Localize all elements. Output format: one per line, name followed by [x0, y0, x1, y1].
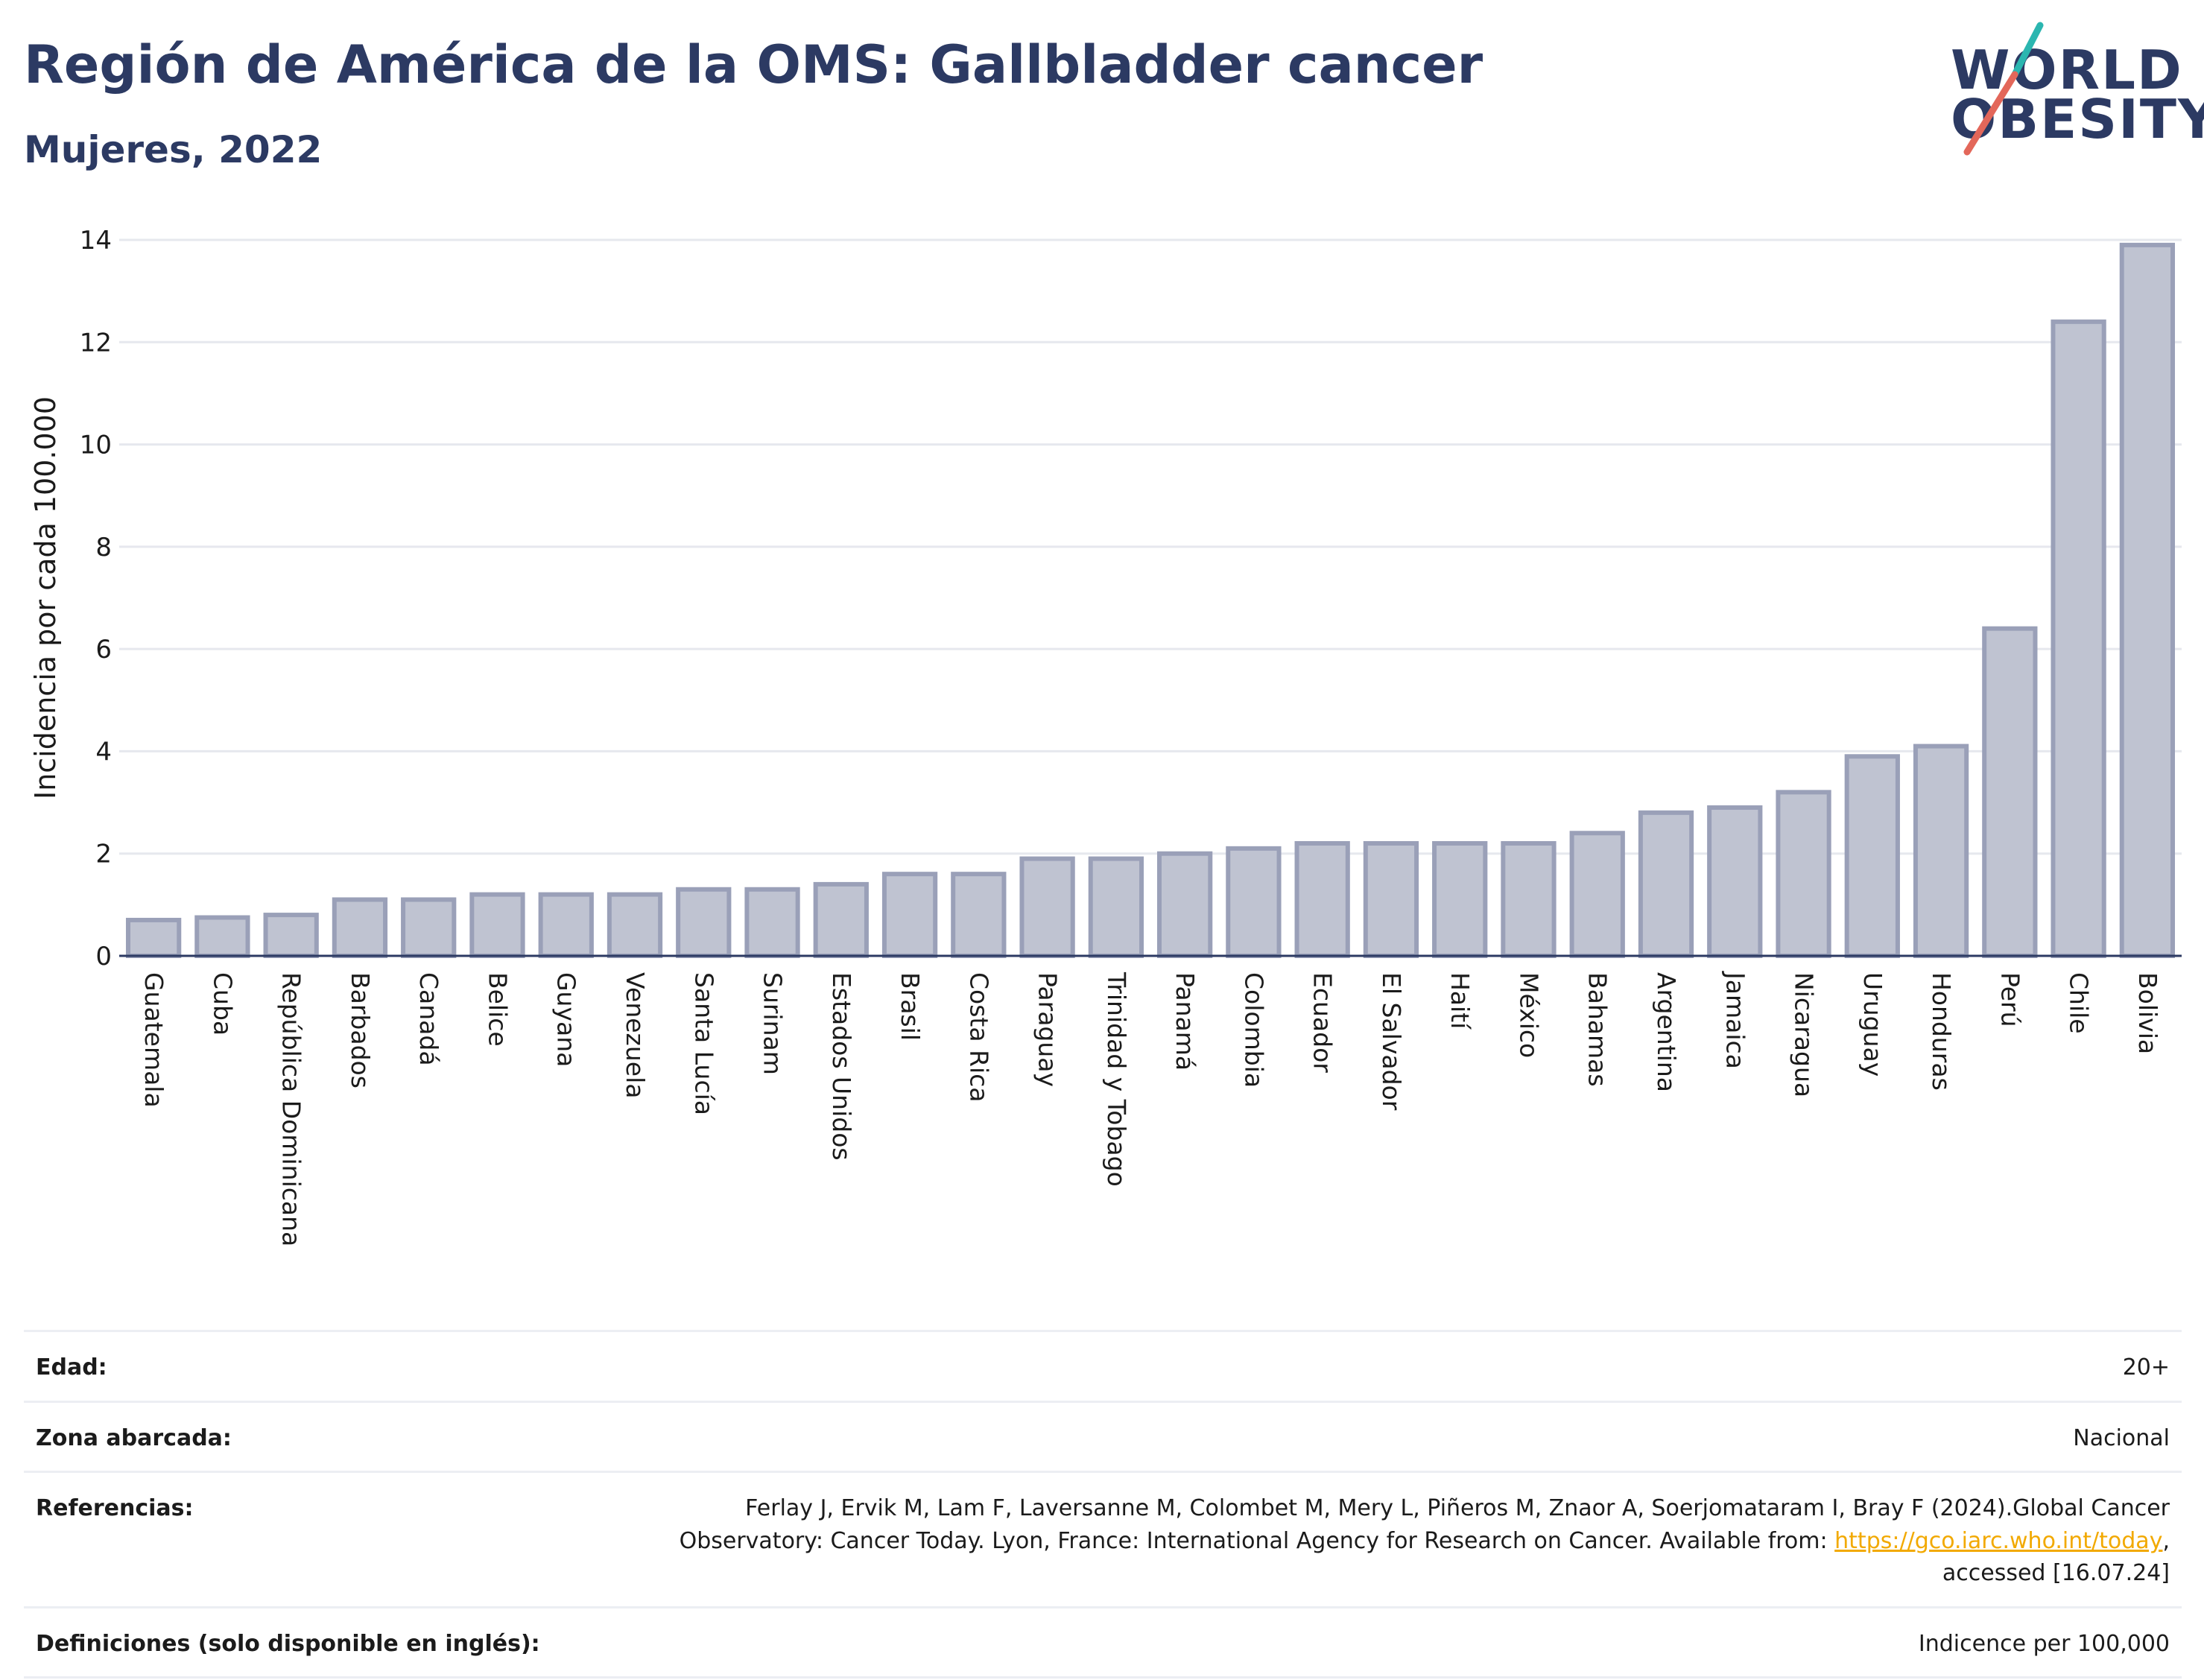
- meta-value-age: 20+: [2122, 1354, 2170, 1381]
- bar[interactable]: [1638, 810, 1694, 958]
- bar[interactable]: [538, 892, 594, 959]
- bar[interactable]: [676, 887, 732, 958]
- bar[interactable]: [401, 897, 457, 958]
- bar[interactable]: [1501, 840, 1557, 958]
- meta-row-age: Edad: 20+: [24, 1330, 2182, 1401]
- bar[interactable]: [1569, 831, 1625, 958]
- bar[interactable]: [2119, 242, 2176, 959]
- x-tick-label: Colombia: [1239, 972, 1268, 1088]
- x-tick-label: Surinam: [759, 972, 788, 1075]
- bar-chart: 0 2 4 6 8 10 12 14 Guatemala Cuba República Domin…: [29, 226, 2182, 1246]
- x-tick-label: Bahamas: [1583, 972, 1612, 1087]
- bar[interactable]: [1294, 840, 1350, 958]
- x-tick-label: Brasil: [896, 972, 925, 1041]
- x-tick-label: Costa Rica: [964, 972, 993, 1103]
- bar[interactable]: [469, 892, 525, 959]
- logo-slash-icon: [1963, 22, 2044, 156]
- bar[interactable]: [125, 917, 182, 959]
- world-obesity-logo: WORLD OBESITY: [1937, 21, 2204, 162]
- gridlines: [119, 238, 2182, 855]
- x-tick-label: Bolivia: [2133, 972, 2162, 1054]
- reference-line-1: Ferlay J, Ervik M, Lam F, Laversanne M, …: [745, 1495, 2170, 1521]
- reference-line-3: accessed [16.07.24]: [1942, 1560, 2170, 1586]
- y-tick-label: 10: [80, 431, 112, 460]
- bar[interactable]: [1982, 626, 2038, 959]
- bar[interactable]: [607, 892, 663, 959]
- x-tick-label: Paraguay: [1033, 972, 1063, 1087]
- bar[interactable]: [1363, 840, 1419, 958]
- x-tick-label: Chile: [2065, 972, 2094, 1034]
- x-tick-label: Ecuador: [1308, 972, 1337, 1073]
- meta-value-area: Nacional: [2073, 1424, 2170, 1451]
- bar[interactable]: [1776, 790, 1831, 958]
- logo-word-obesity: OBESITY: [1951, 88, 2204, 150]
- x-tick-label: Barbados: [346, 972, 375, 1088]
- meta-row-definitions: Definiciones (solo disponible en inglés)…: [24, 1605, 2182, 1679]
- bar[interactable]: [332, 897, 388, 958]
- bar[interactable]: [744, 887, 800, 958]
- x-tick-label: México: [1514, 972, 1543, 1058]
- bar[interactable]: [1088, 856, 1144, 958]
- bar[interactable]: [1913, 744, 1969, 958]
- x-tick-label: Perú: [1995, 972, 2024, 1027]
- x-tick-label: Panamá: [1171, 972, 1200, 1071]
- bar[interactable]: [1156, 851, 1213, 959]
- x-tick-label: República Dominicana: [277, 972, 306, 1246]
- meta-label-references: Referencias:: [36, 1495, 194, 1521]
- x-tick-label: Cuba: [208, 972, 237, 1036]
- metadata-table: Edad: 20+ Zona abarcada: Nacional Refere…: [24, 1330, 2182, 1679]
- x-tick-label: Guyana: [552, 972, 581, 1067]
- bar[interactable]: [1707, 805, 1763, 959]
- x-tick-label: Jamaica: [1720, 971, 1749, 1069]
- x-tick-label: El Salvador: [1377, 972, 1406, 1111]
- bar[interactable]: [1432, 840, 1488, 958]
- bar[interactable]: [951, 872, 1007, 959]
- y-tick-label: 14: [80, 226, 112, 256]
- x-tick-label: Argentina: [1652, 972, 1681, 1092]
- bar[interactable]: [194, 915, 250, 959]
- meta-row-area: Zona abarcada: Nacional: [24, 1400, 2182, 1471]
- meta-row-references: Referencias: Ferlay J, Ervik M, Lam F, L…: [24, 1471, 2182, 1606]
- x-axis-ticks: Guatemala Cuba República Dominicana Barbado…: [139, 971, 2162, 1246]
- y-tick-label: 2: [95, 840, 112, 869]
- bar[interactable]: [1226, 846, 1282, 958]
- x-tick-label: Honduras: [1927, 972, 1956, 1091]
- chart-title: Región de América de la OMS: Gallbladder…: [24, 34, 1483, 95]
- reference-line-2-prefix: Observatory: Cancer Today. Lyon, France:…: [679, 1527, 1835, 1554]
- x-tick-label: Belice: [483, 972, 512, 1047]
- chart-subtitle: Mujeres, 2022: [24, 128, 323, 171]
- y-tick-label: 4: [95, 737, 112, 767]
- y-tick-label: 6: [95, 635, 112, 665]
- bar[interactable]: [263, 913, 319, 958]
- y-tick-label: 8: [95, 533, 112, 562]
- x-tick-label: Venezuela: [621, 972, 650, 1098]
- x-tick-label: Estados Unidos: [827, 972, 856, 1161]
- x-tick-label: Trinidad y Tobago: [1102, 971, 1131, 1187]
- bar[interactable]: [1019, 856, 1075, 958]
- x-tick-label: Haití: [1445, 972, 1475, 1030]
- x-tick-label: Santa Lucía: [689, 972, 718, 1115]
- y-axis-title: Incidencia por cada 100.000: [29, 396, 62, 799]
- meta-label-definitions: Definiciones (solo disponible en inglés)…: [36, 1630, 540, 1657]
- x-tick-label: Nicaragua: [1790, 972, 1819, 1097]
- meta-value-definitions: Indicence per 100,000: [1918, 1630, 2170, 1657]
- y-axis-ticks: 0 2 4 6 8 10 12 14: [80, 226, 112, 971]
- y-tick-label: 0: [95, 942, 112, 971]
- bar[interactable]: [813, 881, 869, 959]
- meta-value-references: Ferlay J, Ervik M, Lam F, Laversanne M, …: [680, 1492, 2170, 1590]
- y-tick-label: 12: [80, 328, 112, 358]
- x-tick-label: Uruguay: [1858, 972, 1887, 1077]
- bars: [125, 242, 2176, 959]
- meta-label-age: Edad:: [36, 1354, 107, 1381]
- meta-label-area: Zona abarcada:: [36, 1424, 232, 1451]
- bar[interactable]: [1844, 754, 1900, 958]
- reference-link[interactable]: https://gco.iarc.who.int/today: [1834, 1527, 2163, 1554]
- x-tick-label: Guatemala: [139, 972, 168, 1108]
- bar[interactable]: [881, 872, 938, 959]
- bar[interactable]: [2051, 319, 2106, 959]
- x-tick-label: Canadá: [414, 972, 443, 1066]
- logo-word-world: WORLD: [1951, 39, 2183, 101]
- reference-line-2-suffix: ,: [2162, 1527, 2170, 1554]
